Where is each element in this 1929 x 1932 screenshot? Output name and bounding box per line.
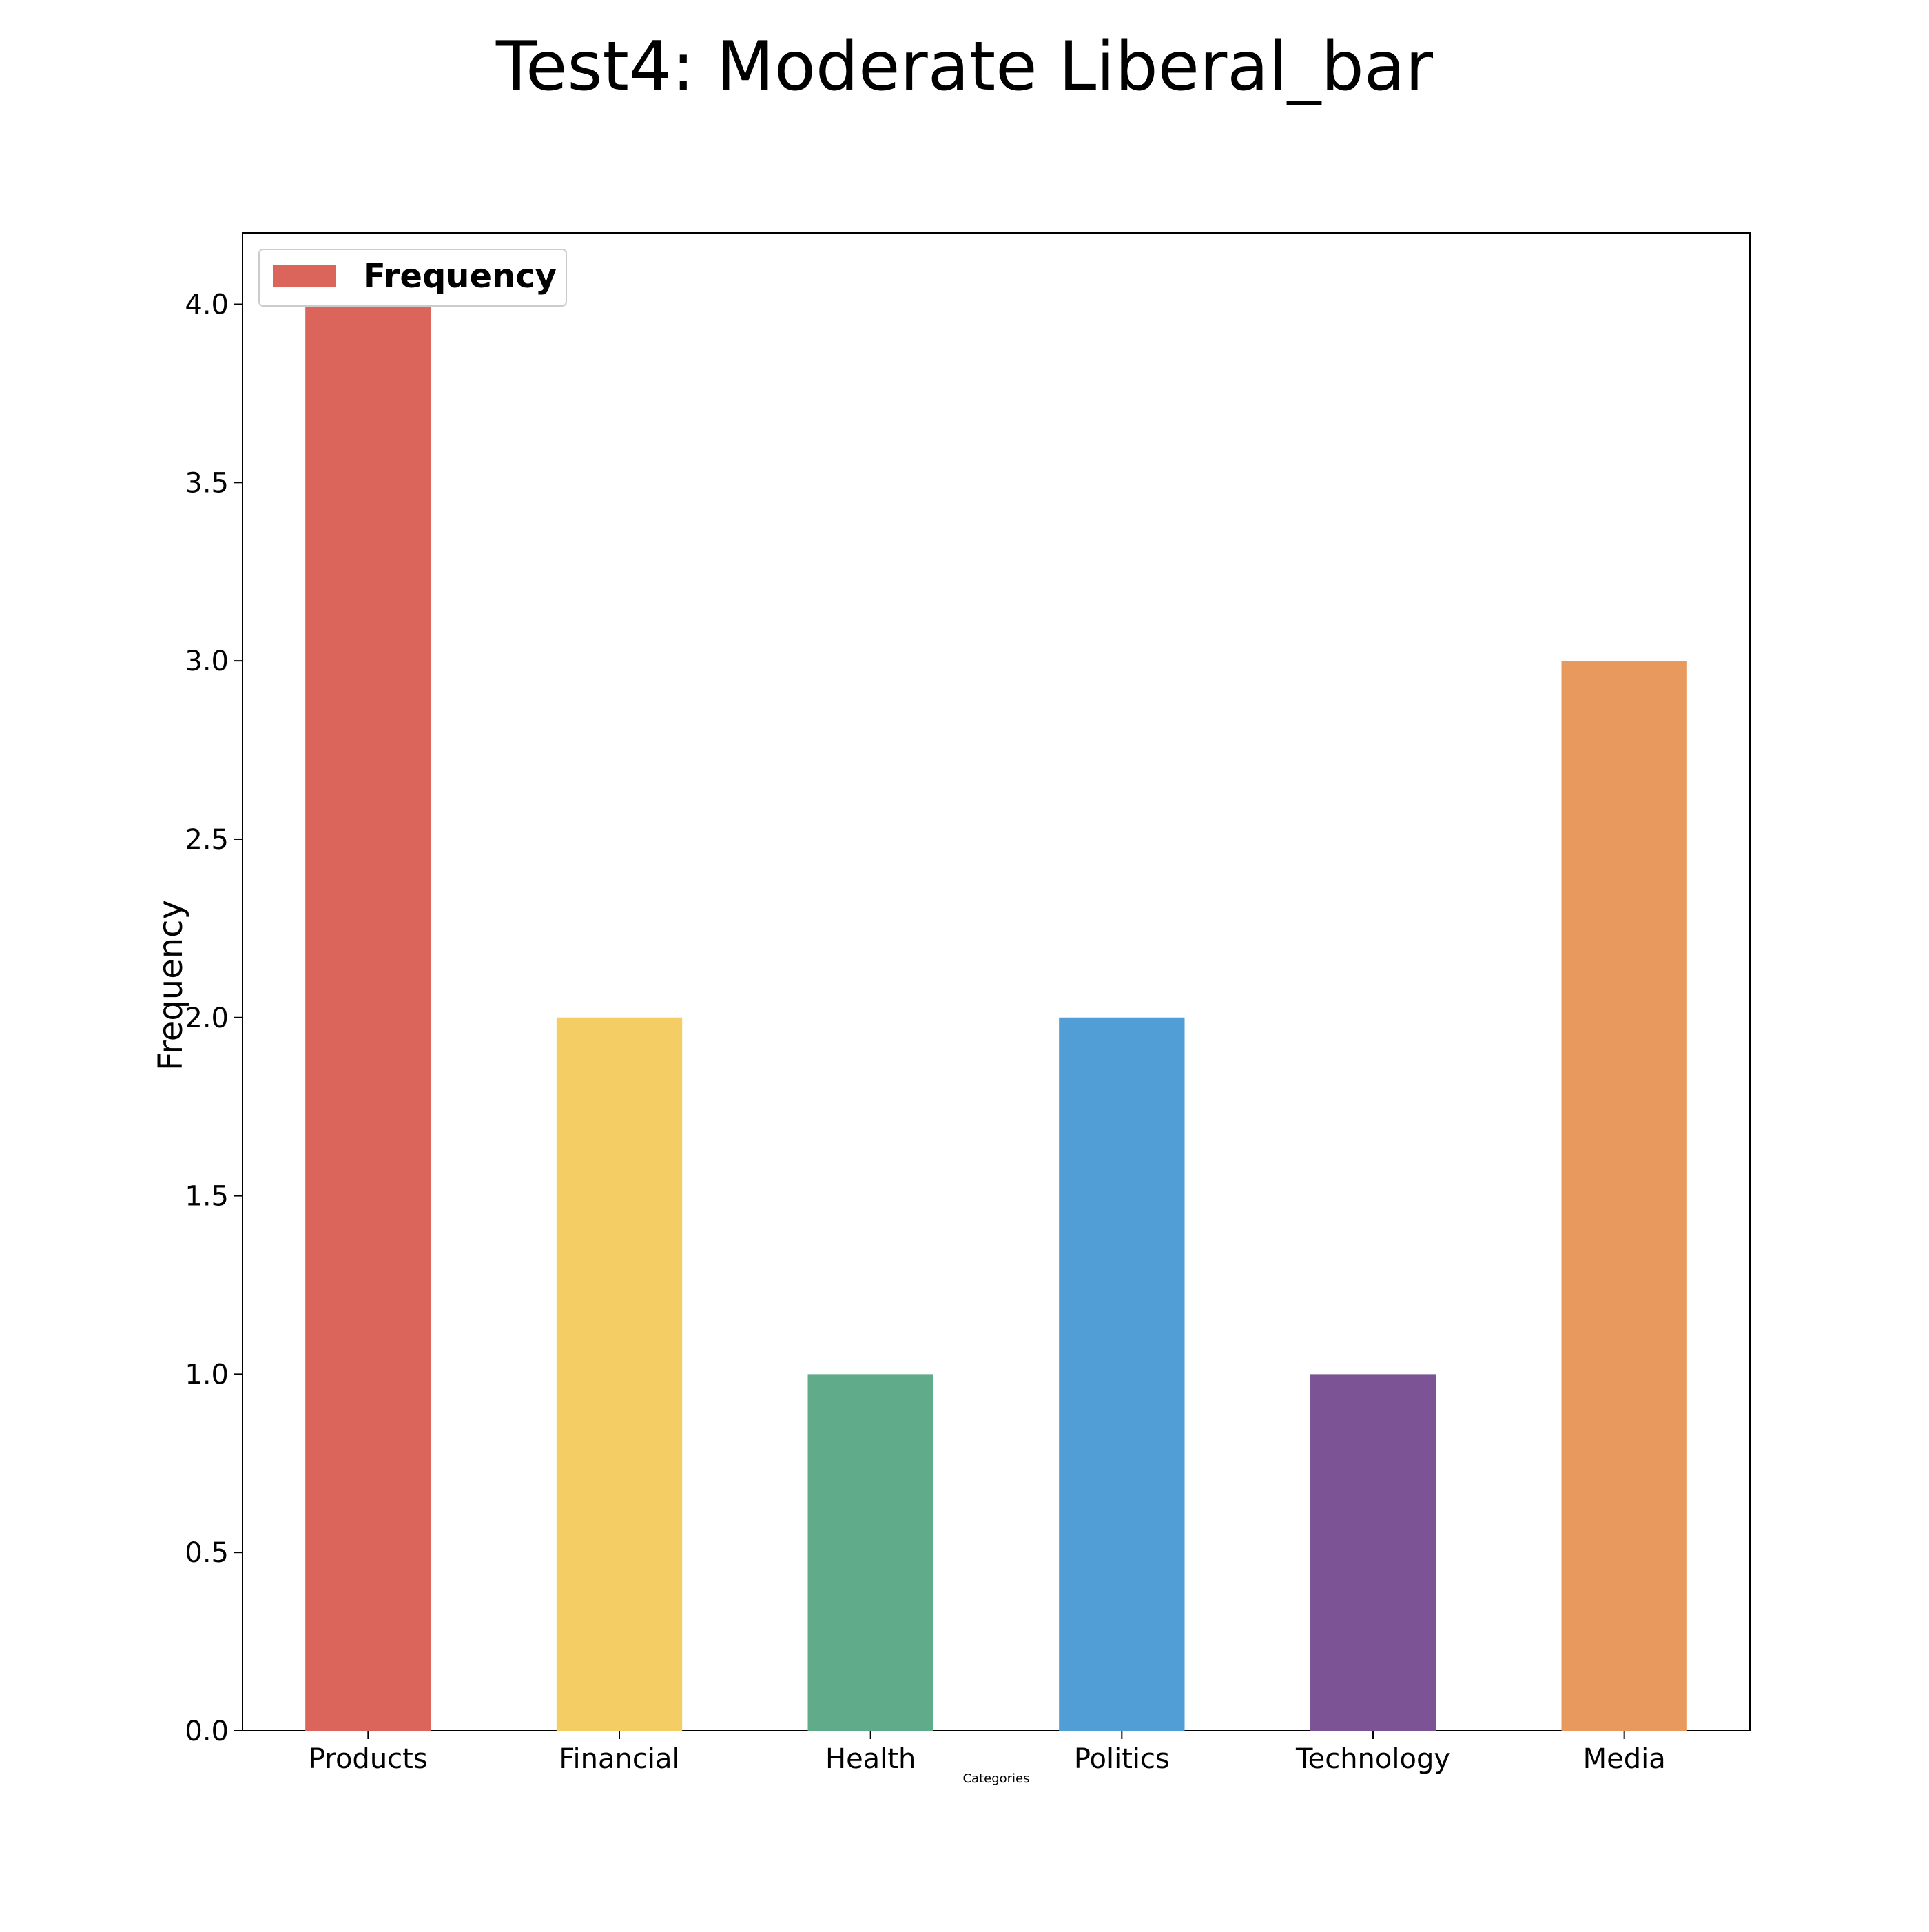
legend-box: [258, 249, 567, 307]
y-axis-label: Frequency: [152, 900, 190, 1071]
chart-title: Test4: Moderate Liberal_bar: [495, 28, 1434, 106]
bar-health: [807, 1374, 933, 1731]
legend-swatch: [273, 265, 336, 287]
legend-label: Frequency: [363, 257, 557, 296]
y-tick-label: 4.0: [185, 289, 229, 321]
plot-area: [242, 232, 1751, 1731]
x-axis-label: Categories: [962, 1771, 1029, 1786]
y-tick-label: 1.5: [185, 1181, 229, 1213]
y-tick-label: 3.5: [185, 467, 229, 499]
x-tick-label-politics: Politics: [1074, 1743, 1170, 1775]
bar-media: [1561, 661, 1687, 1731]
x-axis-ticks: Products Financial Health Politics Technolog…: [309, 1731, 1666, 1775]
y-tick-label: 0.0: [185, 1716, 229, 1747]
y-tick-label: 2.0: [185, 1003, 229, 1034]
bars-layer: [305, 304, 1687, 1731]
x-tick-label-health: Health: [825, 1743, 916, 1775]
bar-technology: [1310, 1374, 1436, 1731]
x-tick-label-technology: Technology: [1295, 1743, 1450, 1775]
y-axis-ticks: 0.0 0.5 1.0 1.5 2.0 2.5 3.0 3.5 4.0: [185, 289, 243, 1747]
x-tick-label-products: Products: [309, 1743, 428, 1775]
y-tick-label: 0.5: [185, 1537, 229, 1569]
x-tick-label-media: Media: [1583, 1743, 1666, 1775]
legend: Frequency: [258, 249, 567, 307]
y-tick-label: 2.5: [185, 824, 229, 856]
bar-products: [305, 304, 431, 1731]
bar-politics: [1059, 1017, 1185, 1731]
bar-financial: [556, 1017, 683, 1731]
x-tick-label-financial: Financial: [559, 1743, 679, 1775]
y-tick-label: 3.0: [185, 646, 229, 677]
y-tick-label: 1.0: [185, 1359, 229, 1390]
